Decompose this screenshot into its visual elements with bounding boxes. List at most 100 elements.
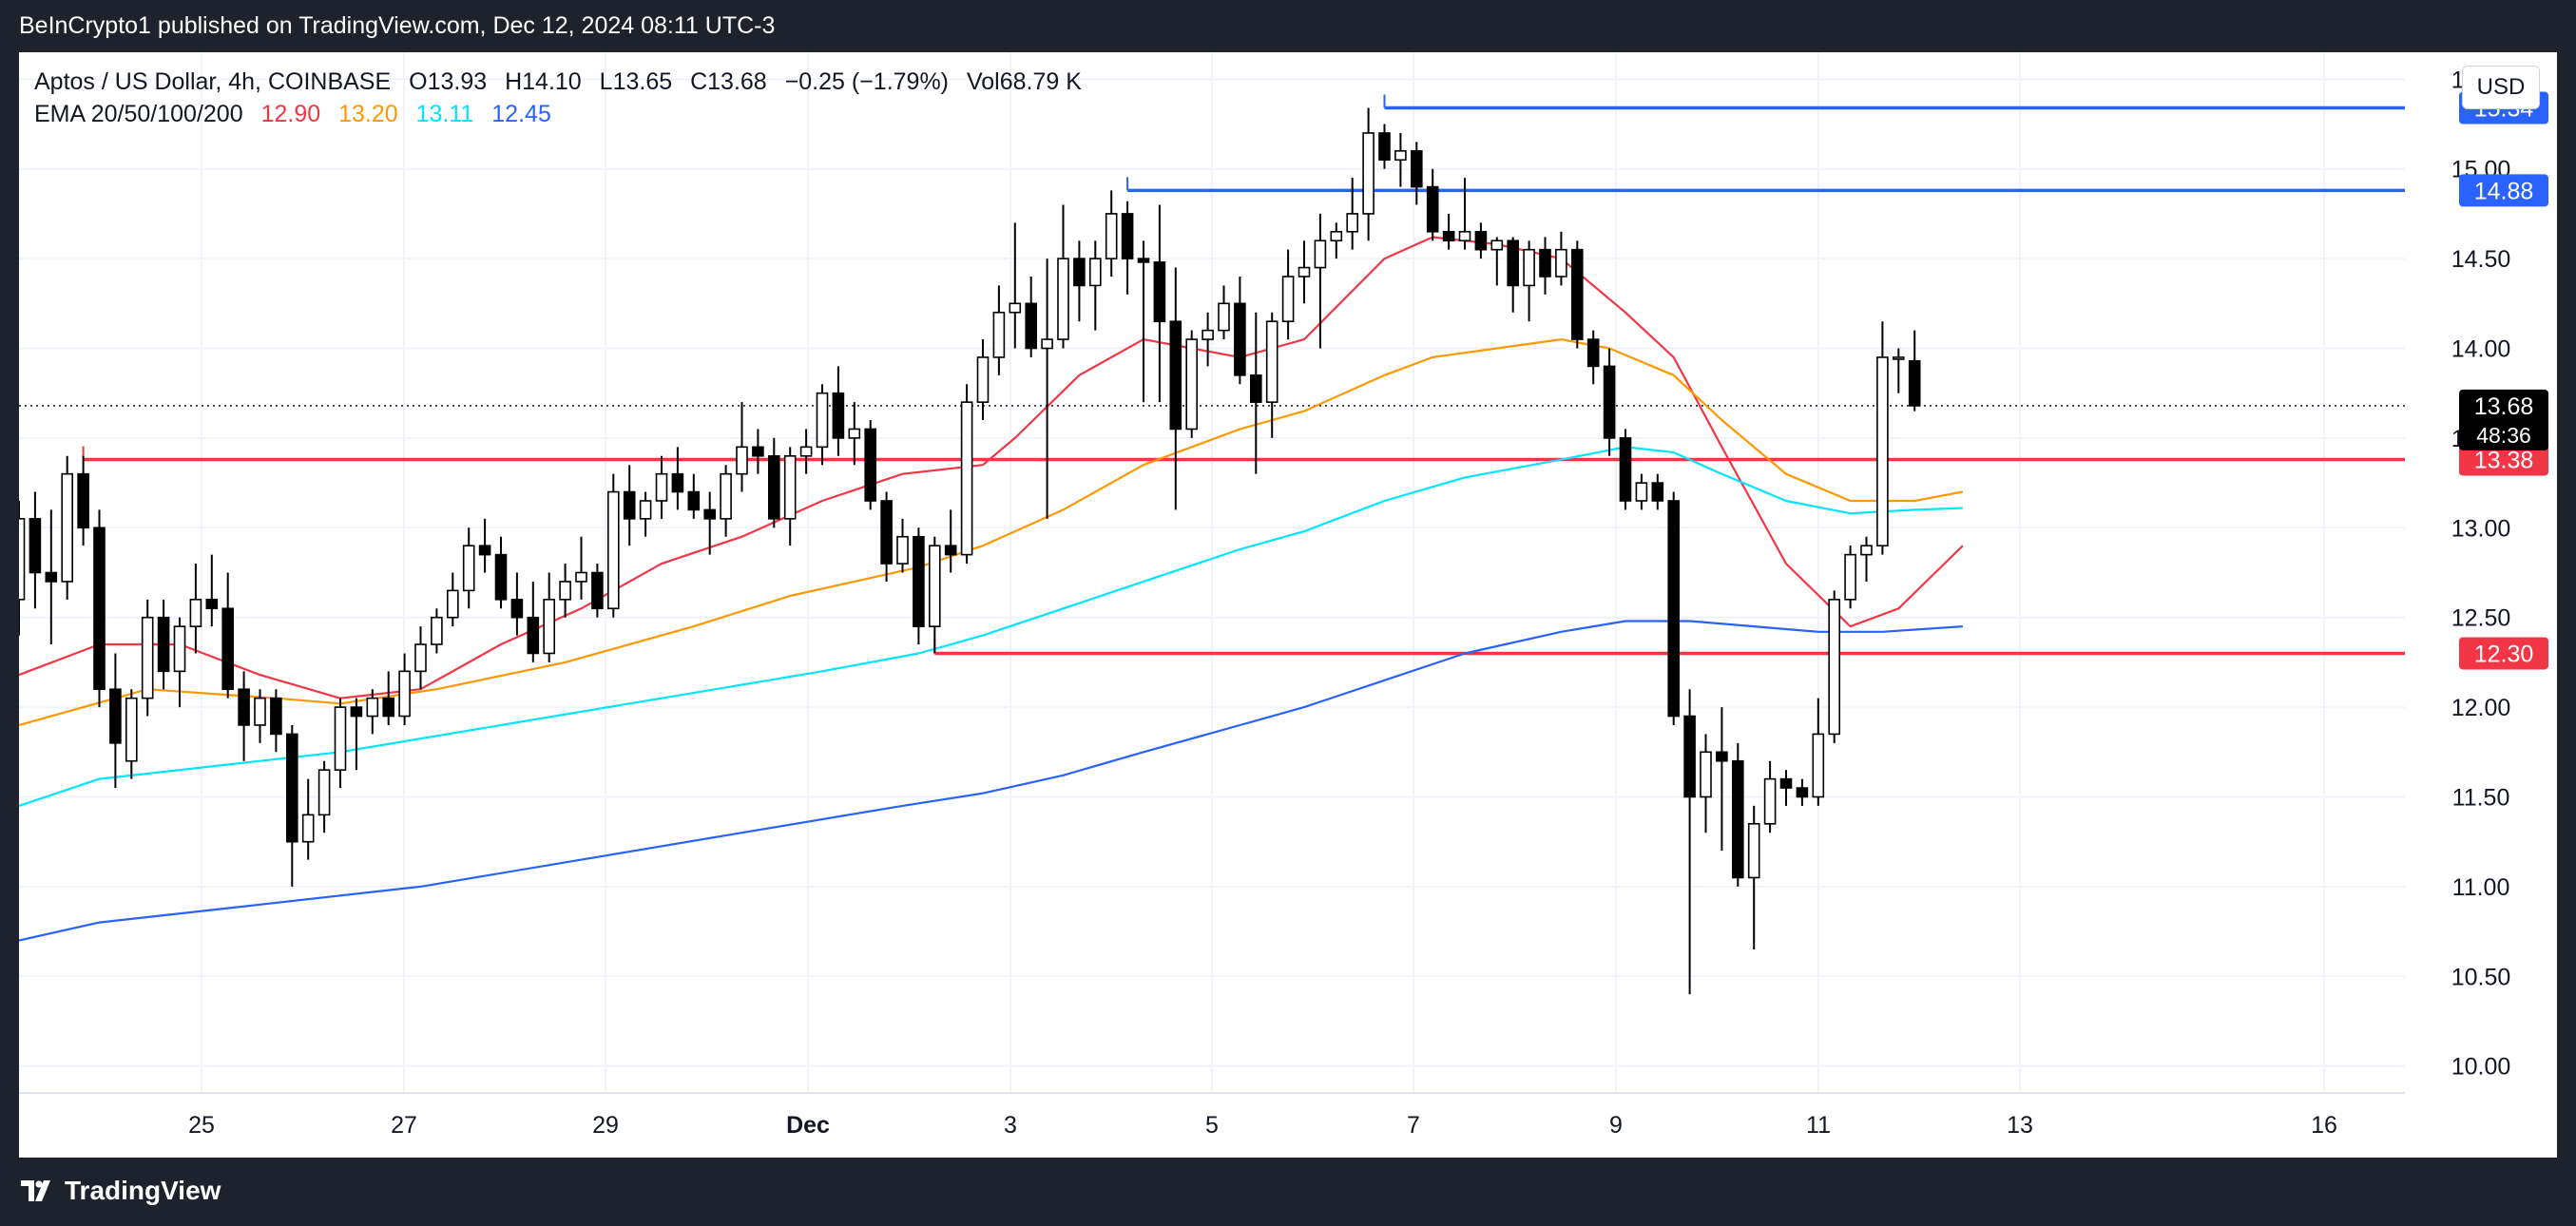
candle-down xyxy=(671,472,684,493)
symbol-name[interactable]: Aptos / US Dollar, 4h, COINBASE xyxy=(34,68,392,95)
y-tick-label: 12.00 xyxy=(2451,695,2511,721)
volume-value: Vol68.79 K xyxy=(966,68,1082,95)
currency-button[interactable]: USD xyxy=(2462,66,2540,109)
candle-up xyxy=(1876,356,1889,546)
candle-down xyxy=(1619,437,1632,502)
candle-down xyxy=(527,616,540,655)
candle-up xyxy=(1009,302,1022,314)
candle-up xyxy=(720,472,732,520)
candle-up xyxy=(1394,150,1407,162)
y-tick-label: 11.50 xyxy=(2452,784,2510,811)
candle-down xyxy=(913,535,925,627)
candle-down xyxy=(1539,248,1551,278)
candle-down xyxy=(1683,715,1696,798)
candle-up xyxy=(816,392,829,449)
candle-up xyxy=(1314,239,1327,269)
candle-up xyxy=(1265,320,1278,403)
x-tick-label: 9 xyxy=(1609,1112,1623,1139)
candle-down xyxy=(1796,787,1809,798)
candle-down xyxy=(1474,230,1488,251)
y-tick-label: 14.00 xyxy=(2451,336,2511,363)
candle-down xyxy=(752,446,764,457)
y-tick-label: 13.00 xyxy=(2451,515,2511,542)
x-tick-label: 13 xyxy=(2007,1112,2033,1139)
y-tick-label: 10.00 xyxy=(2451,1054,2511,1081)
candle-up xyxy=(783,454,797,520)
chart-legend: Aptos / US Dollar, 4h, COINBASE O13.93 H… xyxy=(34,66,1082,130)
y-tick-label: 11.00 xyxy=(2452,874,2510,901)
candle-up xyxy=(1747,823,1760,879)
candle-down xyxy=(1411,150,1423,188)
candle-up xyxy=(928,545,941,627)
candle-up xyxy=(334,706,347,771)
y-tick-label: 12.50 xyxy=(2451,605,2511,632)
candle-up xyxy=(1812,733,1825,798)
price-level-tag xyxy=(2459,443,2548,476)
x-tick-label: 3 xyxy=(1004,1112,1017,1139)
candle-up xyxy=(301,814,315,843)
candle-up xyxy=(639,500,652,520)
candle-up xyxy=(960,401,973,556)
candle-down xyxy=(1153,261,1166,322)
candle-down xyxy=(864,428,877,502)
candle-up xyxy=(848,428,861,439)
ema-label[interactable]: EMA 20/50/100/200 xyxy=(34,101,243,127)
candle-up xyxy=(976,356,990,403)
candle-up xyxy=(1844,553,1856,601)
candle-up xyxy=(1523,248,1535,287)
y-tick-label: 14.50 xyxy=(2451,246,2511,273)
candle-down xyxy=(285,733,298,843)
candle-up xyxy=(189,599,202,627)
candle-down xyxy=(1137,258,1150,263)
candle-up xyxy=(1346,213,1358,233)
candle-down xyxy=(1507,239,1519,287)
x-tick-label: 25 xyxy=(188,1112,215,1139)
ohlc-high-value: 14.10 xyxy=(522,68,582,95)
candle-up xyxy=(1105,213,1118,259)
candle-up xyxy=(1330,230,1343,242)
candle-down xyxy=(382,697,395,718)
candle-up xyxy=(61,472,74,583)
candle-up xyxy=(431,616,443,645)
x-tick-label: 29 xyxy=(592,1112,619,1139)
candle-up xyxy=(543,599,556,655)
candle-up xyxy=(366,697,379,718)
publish-info: BeInCrypto1 published on TradingView.com… xyxy=(19,12,776,39)
candle-up xyxy=(1700,751,1712,798)
candle-up xyxy=(1281,276,1295,322)
candle-down xyxy=(1732,759,1744,879)
ema-line-ema-50 xyxy=(19,338,1964,727)
candle-down xyxy=(93,527,106,691)
ohlc-low-value: 13.65 xyxy=(612,68,673,95)
candle-up xyxy=(1555,248,1567,278)
candle-down xyxy=(623,490,636,520)
candle-down xyxy=(1667,500,1680,718)
candle-down xyxy=(478,545,491,556)
candle-up xyxy=(1458,230,1471,242)
candle-down xyxy=(157,616,170,673)
candle-down xyxy=(270,697,282,736)
candle-up xyxy=(446,589,459,619)
candle-down xyxy=(109,688,122,744)
candle-down xyxy=(1234,302,1246,376)
candle-up xyxy=(1218,302,1230,332)
y-tick-label: 10.50 xyxy=(2451,964,2511,990)
candle-down xyxy=(1651,482,1664,502)
bar-countdown: 48:36 xyxy=(2476,423,2531,448)
candle-down xyxy=(350,706,363,718)
candle-down xyxy=(1586,338,1600,368)
candle-up xyxy=(414,643,427,673)
price-chart[interactable]: 25 27 29 Dec 3 5 7 9 11 13 16 10.00 10.50 11.00 11.50 1… xyxy=(19,52,2557,1158)
price-level-tag xyxy=(2459,174,2548,207)
candle-up xyxy=(1201,329,1214,340)
ema-line-ema-100 xyxy=(19,446,1963,807)
candle-down xyxy=(1716,751,1728,762)
chart-panel[interactable]: 25 27 29 Dec 3 5 7 9 11 13 16 10.00 10.50 11.00 11.50 1… xyxy=(19,52,2557,1158)
candle-down xyxy=(703,508,717,520)
candle-down xyxy=(205,599,219,610)
tradingview-logo-icon[interactable] xyxy=(19,1177,57,1205)
tradingview-brand[interactable]: TradingView xyxy=(65,1176,221,1205)
candle-down xyxy=(1442,230,1455,242)
x-tick-label: 7 xyxy=(1407,1112,1420,1139)
candle-down xyxy=(1169,320,1182,431)
